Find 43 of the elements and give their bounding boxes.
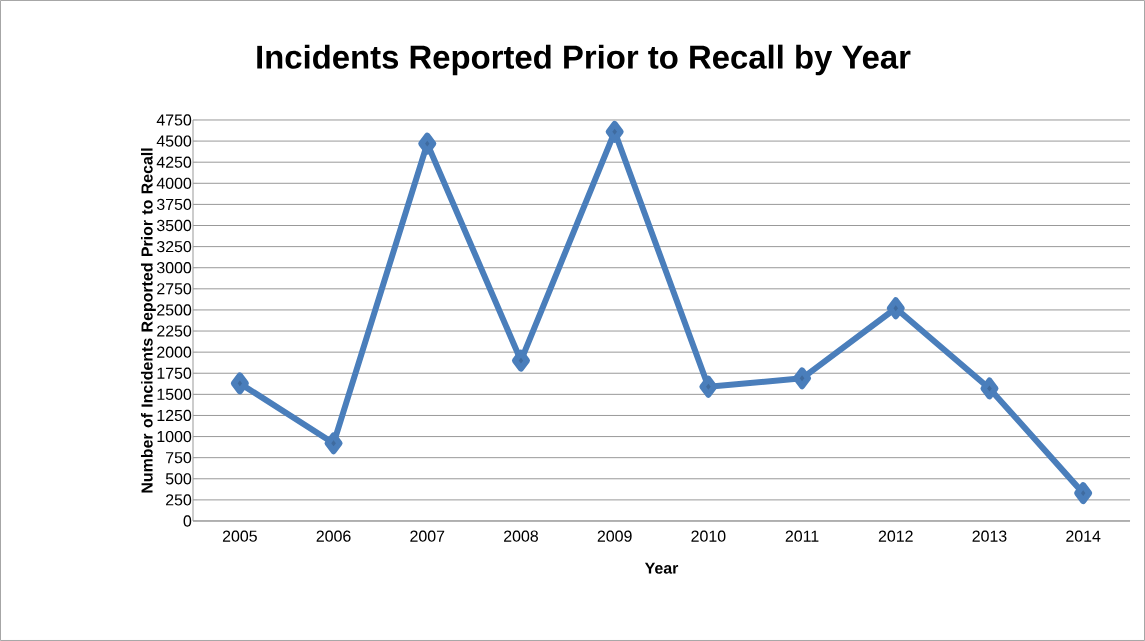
y-tick-label: 250 [166, 494, 192, 506]
y-tick-label: 4000 [156, 177, 192, 189]
point [1074, 482, 1093, 505]
y-tick-label: 2000 [157, 346, 192, 358]
point [605, 120, 624, 143]
x-tick-label: 2014 [1066, 530, 1101, 542]
y-tick-label: 1750 [157, 367, 192, 379]
point [980, 377, 999, 400]
y-tick-label: 3500 [156, 219, 192, 232]
y-tick-label: 3250 [156, 240, 192, 253]
x-axis-title: Year [644, 562, 679, 574]
point [324, 432, 343, 455]
y-tick-label: 500 [165, 473, 192, 485]
point [230, 372, 249, 395]
y-tick-label: 3750 [156, 198, 192, 211]
y-tick-label: 0 [183, 515, 192, 527]
y-tick-label: 1500 [157, 388, 192, 400]
point [418, 132, 437, 155]
y-tick-label: 4250 [156, 156, 192, 168]
point [793, 367, 812, 390]
x-tick-label: 2006 [316, 530, 351, 542]
x-tick-label: 2009 [597, 530, 632, 542]
x-tick-label: 2005 [222, 530, 257, 542]
y-axis-title: Number of Incidents Reported Prior to Recall [140, 148, 156, 493]
y-tick-label: 2500 [157, 304, 192, 316]
x-tick-label: 2012 [878, 530, 913, 542]
x-tick-label: 2011 [785, 530, 819, 542]
chart-title: Incidents Reported Prior to Recall by Year [257, 44, 911, 76]
point [511, 349, 530, 372]
x-tick-label: 2007 [410, 530, 445, 542]
y-tick-label: 4750 [156, 114, 192, 126]
y-tick-label: 1250 [157, 409, 192, 422]
y-tick-label: 1000 [157, 430, 192, 443]
y-tick-label: 2750 [157, 283, 192, 295]
point [699, 375, 718, 398]
y-tick-label: 2250 [157, 325, 192, 337]
y-tick-label: 3000 [156, 262, 192, 274]
x-tick-label: 2013 [972, 530, 1007, 542]
x-tick-label: 2010 [691, 530, 726, 542]
y-tick-label: 750 [166, 452, 192, 464]
point [886, 297, 905, 320]
x-tick-label: 2008 [504, 530, 538, 542]
y-tick-label: 4500 [156, 135, 192, 147]
